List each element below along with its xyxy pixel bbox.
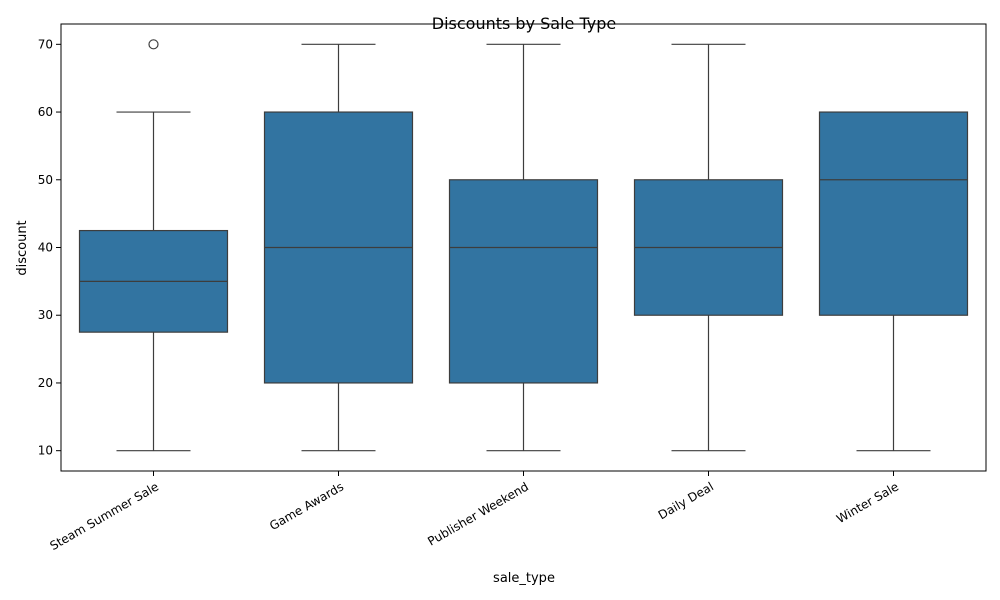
x-tick-label: Daily Deal bbox=[656, 479, 716, 522]
y-tick-label: 20 bbox=[38, 376, 53, 390]
x-tick-label: Publisher Weekend bbox=[425, 479, 531, 548]
outlier-point bbox=[148, 39, 159, 50]
x-axis-label: sale_type bbox=[493, 571, 555, 586]
y-tick-label: 30 bbox=[38, 308, 53, 322]
box-group bbox=[633, 43, 784, 452]
x-tick-label: Game Awards bbox=[267, 479, 346, 533]
x-tick-label: Winter Sale bbox=[834, 479, 901, 526]
box-group bbox=[818, 111, 969, 452]
y-tick-label: 50 bbox=[38, 173, 53, 187]
y-tick-label: 70 bbox=[38, 37, 53, 51]
y-tick-label: 40 bbox=[38, 241, 53, 255]
y-tick-label: 60 bbox=[38, 105, 53, 119]
y-axis: 10 20 30 40 50 60 70 bbox=[38, 37, 61, 458]
y-tick-label: 10 bbox=[38, 444, 53, 458]
iqr-box bbox=[448, 179, 599, 384]
iqr-box bbox=[818, 111, 969, 316]
x-tick-label: Steam Summer Sale bbox=[47, 479, 161, 553]
box-group bbox=[78, 39, 229, 452]
y-axis-label: discount bbox=[15, 220, 30, 275]
x-axis: Steam Summer Sale Game Awards Publisher We… bbox=[47, 471, 901, 553]
plot-area bbox=[78, 39, 969, 452]
box-group bbox=[448, 43, 599, 452]
box-group bbox=[263, 43, 414, 452]
